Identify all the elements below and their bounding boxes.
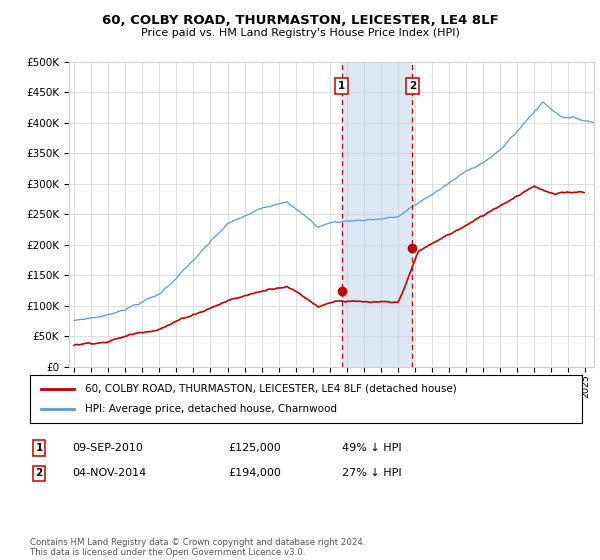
Text: HPI: Average price, detached house, Charnwood: HPI: Average price, detached house, Char…: [85, 404, 337, 414]
Text: 60, COLBY ROAD, THURMASTON, LEICESTER, LE4 8LF (detached house): 60, COLBY ROAD, THURMASTON, LEICESTER, L…: [85, 384, 457, 394]
Text: 2: 2: [409, 81, 416, 91]
Text: 1: 1: [35, 443, 43, 453]
Text: 27% ↓ HPI: 27% ↓ HPI: [342, 468, 401, 478]
Bar: [342, 62, 412, 367]
Text: 09-SEP-2010: 09-SEP-2010: [72, 443, 143, 453]
Text: £194,000: £194,000: [228, 468, 281, 478]
Text: 1: 1: [338, 81, 346, 91]
Text: 49% ↓ HPI: 49% ↓ HPI: [342, 443, 401, 453]
Text: 04-NOV-2014: 04-NOV-2014: [72, 468, 146, 478]
Text: 2: 2: [35, 468, 43, 478]
Text: Contains HM Land Registry data © Crown copyright and database right 2024.
This d: Contains HM Land Registry data © Crown c…: [30, 538, 365, 557]
Text: 60, COLBY ROAD, THURMASTON, LEICESTER, LE4 8LF: 60, COLBY ROAD, THURMASTON, LEICESTER, L…: [101, 14, 499, 27]
Text: £125,000: £125,000: [228, 443, 281, 453]
Text: Price paid vs. HM Land Registry's House Price Index (HPI): Price paid vs. HM Land Registry's House …: [140, 28, 460, 38]
